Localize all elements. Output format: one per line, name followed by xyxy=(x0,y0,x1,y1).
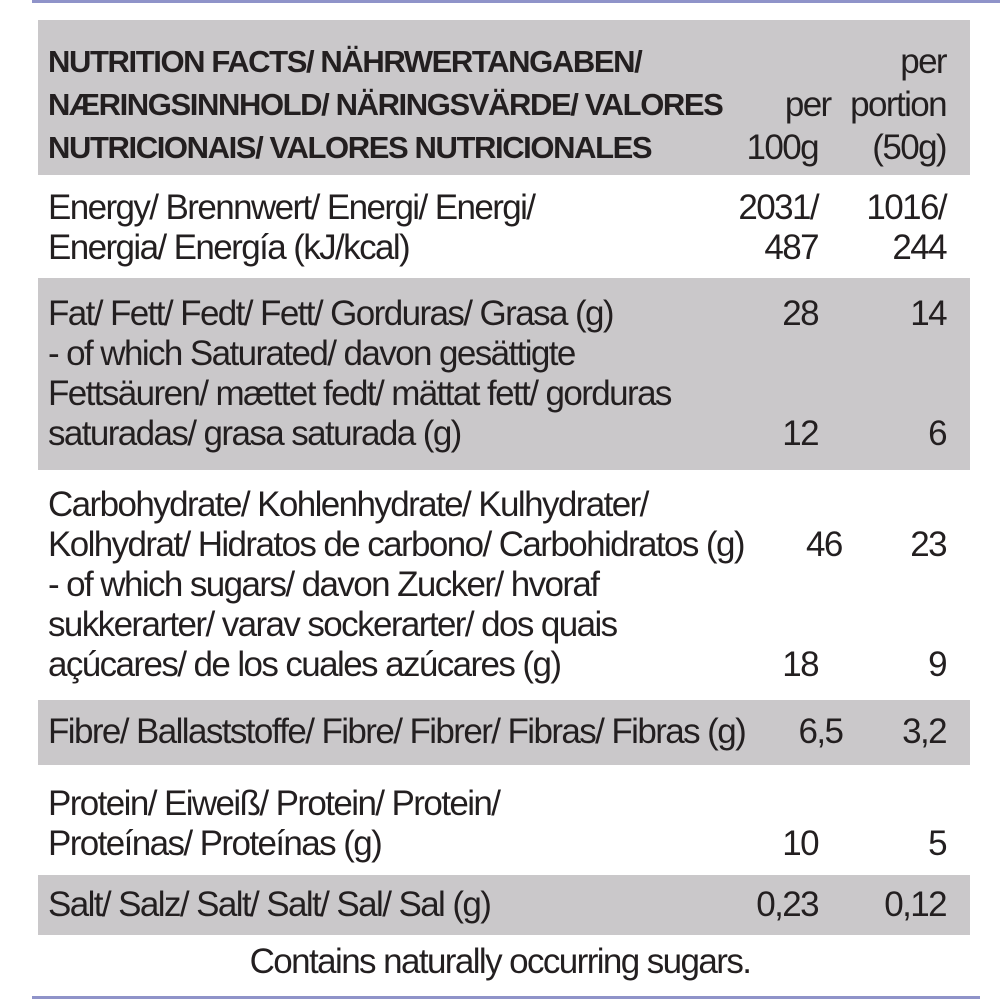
value-per-100g: 0,23 xyxy=(756,885,819,924)
nutrient-label: Fat/ Fett/ Fedt/ Fett/ Gorduras/ Grasa (… xyxy=(48,294,615,333)
value-per-100g: per xyxy=(784,85,832,124)
value-per-portion xyxy=(818,784,946,824)
nutrient-label: Protein/ Eiweiß/ Protein/ Protein/ xyxy=(48,784,501,823)
nutrient-label: Carbohydrate/ Kohlenhydrate/ Kulhydrater… xyxy=(48,485,649,524)
value-per-portion xyxy=(818,565,946,605)
footnote: Contains naturally occurring sugars. xyxy=(249,942,752,981)
value-per-portion: 6 xyxy=(928,414,947,453)
value-per-portion: 244 xyxy=(892,228,947,267)
table-line: NUTRITION FACTS/ NÄHRWERTANGABEN/per xyxy=(48,40,948,83)
value-per-100g: 10 xyxy=(782,824,819,863)
nutrient-label: Salt/ Salz/ Salt/ Salt/ Sal/ Sal (g) xyxy=(48,885,492,924)
value-per-100g: 46 xyxy=(805,525,843,564)
row-fat: Fat/ Fett/ Fedt/ Fett/ Gorduras/ Grasa (… xyxy=(38,278,970,470)
value-per-100g xyxy=(698,565,818,605)
value-per-100g xyxy=(698,485,818,525)
nutrient-label: NÆRINGSINNHOLD/ NÄRINGSVÄRDE/ VALORES xyxy=(48,87,724,122)
value-per-100g xyxy=(698,374,818,414)
table-line: Kolhydrat/ Hidratos de carbono/ Carbohid… xyxy=(48,525,948,565)
row-salt: Salt/ Salz/ Salt/ Salt/ Sal/ Sal (g) 0,23… xyxy=(38,875,970,935)
value-per-100g xyxy=(698,40,818,83)
table-line: Fat/ Fett/ Fedt/ Fett/ Gorduras/ Grasa (… xyxy=(48,294,948,334)
nutrient-label: Energia/ Energía (kJ/kcal) xyxy=(48,228,411,267)
table-line: Carbohydrate/ Kohlenhydrate/ Kulhydrater… xyxy=(48,485,946,525)
value-per-portion: portion xyxy=(850,85,947,124)
value-per-portion: 23 xyxy=(910,525,947,564)
table-line: - of which Saturated/ davon gesättigte xyxy=(48,334,946,374)
value-per-portion: 14 xyxy=(910,294,947,333)
value-per-portion: 1016/ xyxy=(866,188,947,227)
table-line: saturadas/ grasa saturada (g) 12 6 xyxy=(48,414,948,454)
value-per-portion: 0,12 xyxy=(884,885,947,924)
value-per-portion: 5 xyxy=(928,824,947,863)
value-per-portion: (50g) xyxy=(872,128,947,167)
value-per-100g: 2031/ xyxy=(738,188,819,227)
table-line: Energia/ Energía (kJ/kcal) 487 244 xyxy=(48,228,948,268)
header-row: NUTRITION FACTS/ NÄHRWERTANGABEN/per NÆRI… xyxy=(38,20,970,175)
table-line: Fettsäuren/ mættet fedt/ mättat fett/ go… xyxy=(48,374,946,414)
row-energy: Energy/ Brennwert/ Energi/ Energi/2031/1… xyxy=(38,178,970,273)
value-per-100g xyxy=(698,605,818,645)
value-per-100g: 100g xyxy=(746,128,820,167)
table-line: - of which sugars/ davon Zucker/ hvoraf xyxy=(48,565,946,605)
nutrient-label: - of which sugars/ davon Zucker/ hvoraf xyxy=(48,565,600,604)
nutrient-label: - of which Saturated/ davon gesättigte xyxy=(48,334,576,373)
value-per-100g: 6,5 xyxy=(798,712,843,751)
value-per-portion xyxy=(818,485,946,525)
table-line: NUTRICIONAIS/ VALORES NUTRICIONALES 100g (… xyxy=(48,126,948,169)
value-per-portion xyxy=(818,374,946,414)
table-line: Protein/ Eiweiß/ Protein/ Protein/ xyxy=(48,784,946,824)
row-protein: Protein/ Eiweiß/ Protein/ Protein/Proteí… xyxy=(38,770,970,870)
nutrient-label: açúcares/ de los cuales azúcares (g) xyxy=(48,645,562,684)
table-line: Fibre/ Ballaststoffe/ Fibre/ Fibrer/ Fib… xyxy=(48,712,948,752)
nutrient-label: Proteínas/ Proteínas (g) xyxy=(48,824,383,863)
table-line: Energy/ Brennwert/ Energi/ Energi/2031/1… xyxy=(48,188,948,228)
value-per-100g xyxy=(698,784,818,824)
nutrient-label: Fibre/ Ballaststoffe/ Fibre/ Fibrer/ Fib… xyxy=(48,712,747,751)
nutrient-label: saturadas/ grasa saturada (g) xyxy=(48,414,462,453)
table-line: NÆRINGSINNHOLD/ NÄRINGSVÄRDE/ VALORES per… xyxy=(48,83,948,126)
nutrient-label: Fettsäuren/ mættet fedt/ mättat fett/ go… xyxy=(48,374,672,413)
row-carbohydrate: Carbohydrate/ Kohlenhydrate/ Kulhydrater… xyxy=(38,475,970,695)
value-per-100g: 487 xyxy=(764,228,819,267)
value-per-portion: 9 xyxy=(928,645,947,684)
table-line: açúcares/ de los cuales azúcares (g) 18 9 xyxy=(48,645,948,685)
nutrient-label: Energy/ Brennwert/ Energi/ Energi/ xyxy=(48,188,536,227)
value-per-100g: 18 xyxy=(782,645,819,684)
value-per-100g: 28 xyxy=(782,294,819,333)
value-per-portion: 3,2 xyxy=(902,712,947,751)
value-per-portion: per xyxy=(900,42,947,81)
bottom-rule xyxy=(32,996,980,999)
value-per-100g: 12 xyxy=(782,414,819,453)
value-per-100g xyxy=(698,334,818,374)
table-line: Proteínas/ Proteínas (g) 10 5 xyxy=(48,824,948,864)
value-per-portion xyxy=(818,334,946,374)
nutrient-label: NUTRICIONAIS/ VALORES NUTRICIONALES xyxy=(48,130,653,165)
nutrient-label: sukkerarter/ varav sockerarter/ dos quai… xyxy=(48,605,618,644)
value-per-portion xyxy=(818,605,946,645)
table-line: sukkerarter/ varav sockerarter/ dos quai… xyxy=(48,605,946,645)
nutrient-label: NUTRITION FACTS/ NÄHRWERTANGABEN/ xyxy=(48,44,643,79)
table-line: Salt/ Salz/ Salt/ Salt/ Sal/ Sal (g) 0,23… xyxy=(48,885,948,925)
top-rule xyxy=(32,0,1000,3)
nutrient-label: Kolhydrat/ Hidratos de carbono/ Carbohid… xyxy=(48,525,745,564)
row-fibre: Fibre/ Ballaststoffe/ Fibre/ Fibrer/ Fib… xyxy=(38,700,970,765)
